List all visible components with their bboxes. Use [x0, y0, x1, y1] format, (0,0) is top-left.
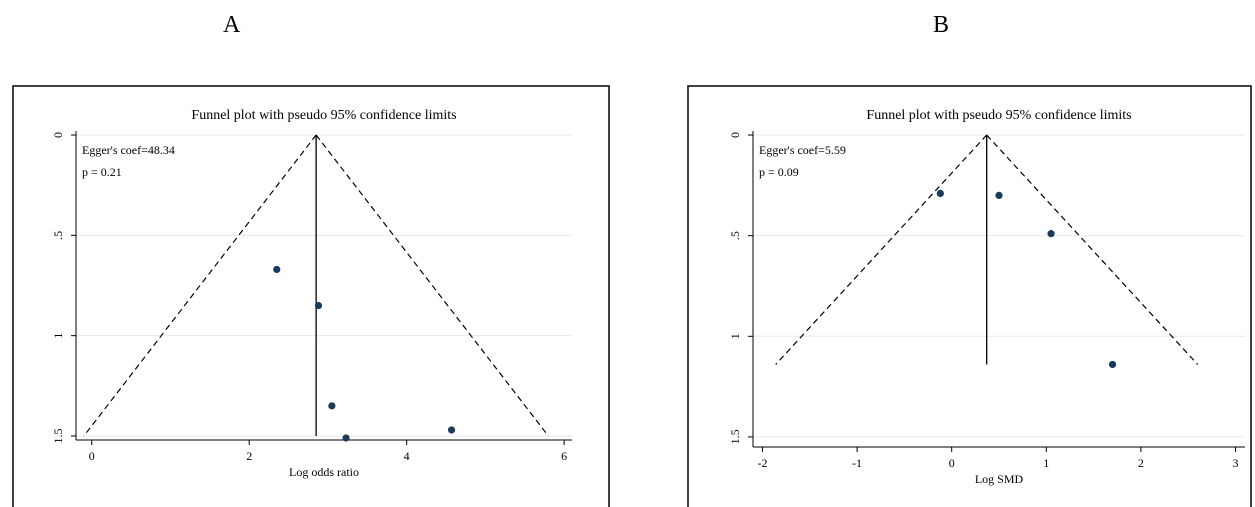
x-tick-label: 4 [404, 449, 410, 463]
funnel-plot-b: 0 .5 1 1.5 -2 -1 0 1 2 3 Log SMD Funnel plot with p… [687, 85, 1252, 507]
data-point [273, 265, 281, 274]
chart-frame [12, 85, 610, 507]
data-point [936, 189, 944, 197]
data-point [314, 301, 323, 310]
y-tick-label: 1 [728, 333, 742, 339]
chart-title: Funnel plot with pseudo 95% confidence l… [866, 108, 1131, 123]
x-axis-label: Log odds ratio [289, 465, 359, 479]
x-tick-label: 2 [246, 449, 252, 463]
panel-b-letter: B [933, 12, 950, 38]
x-tick-label: 0 [949, 456, 955, 470]
annotation: p = 0.21 [82, 165, 122, 179]
funnel-left-limit [775, 134, 988, 365]
data-point [342, 434, 350, 442]
y-tick-label: 0 [728, 132, 742, 138]
panel-a-letter: A [223, 12, 241, 38]
y-tick-label: 1.5 [728, 429, 742, 444]
data-point [1047, 230, 1055, 238]
x-axis-label: Log SMD [975, 472, 1024, 486]
funnel-left-limit [83, 134, 317, 437]
funnel-plot-a: 0 .5 1 1.5 0 2 4 6 Log odds ratio Funnel plot wit… [12, 85, 610, 507]
annotation: Egger's coef=5.59 [759, 143, 846, 157]
x-tick-label: 2 [1138, 456, 1144, 470]
funnel-right-limit [986, 134, 1199, 365]
chart-frame [687, 85, 1252, 507]
annotation: Egger's coef=48.34 [82, 143, 175, 157]
y-tick-label: 1.5 [51, 428, 65, 443]
data-point [1108, 360, 1117, 369]
x-tick-label: 1 [1043, 456, 1049, 470]
y-tick-label: 0 [51, 132, 65, 138]
x-tick-label: 6 [561, 449, 567, 463]
y-tick-label: 1 [51, 333, 65, 339]
y-tick-label: .5 [728, 231, 742, 240]
funnel-right-limit [315, 134, 549, 437]
x-tick-label: -1 [852, 456, 862, 470]
chart-title: Funnel plot with pseudo 95% confidence l… [191, 108, 456, 123]
x-tick-label: 3 [1233, 456, 1239, 470]
y-tick-label: .5 [51, 231, 65, 240]
x-tick-label: -2 [757, 456, 767, 470]
x-tick-label: 0 [89, 449, 95, 463]
annotation: p = 0.09 [759, 165, 799, 179]
data-point [328, 402, 336, 410]
data-point [995, 191, 1003, 200]
data-point [447, 426, 456, 434]
